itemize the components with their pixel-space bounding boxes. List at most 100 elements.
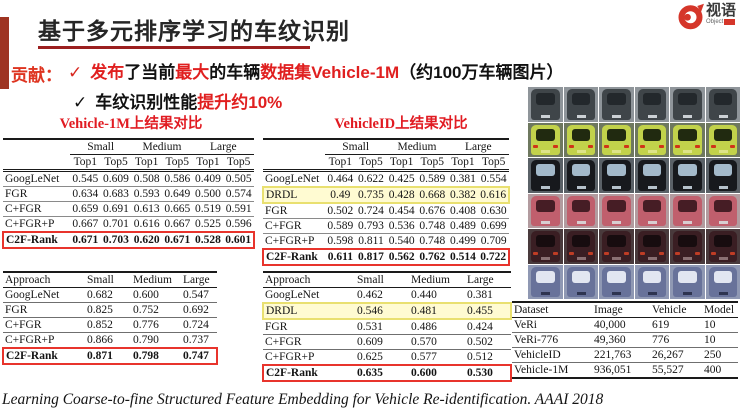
cell-value: 0.668 [416,186,448,204]
cell-value: 0.630 [480,205,507,217]
bullet-dataset: ✓ 发布了当前最大的车辆数据集Vehicle-1M（约100万车辆图片） [68,58,564,88]
car-photo-pink-sedans-front [634,193,669,228]
row-label: C+FGR [5,203,42,215]
table-row: C+FGR+P 0.625 0.577 0.512 [263,350,511,365]
column-header: Top5 [420,156,445,168]
row-label: VehicleID [514,349,561,361]
table-row: C+FGR 0.852 0.776 0.724 [3,318,217,333]
table-header: Small Medium Large Top1 Top5 Top1 Top5 T… [3,139,254,171]
table-row: FGR 0.502 0.724 0.454 0.676 0.408 0.630 [263,203,509,219]
cell-value: 0.798 [131,347,181,365]
column-header: Small [357,274,384,286]
cell-value: 0.464 [327,173,354,185]
cell-value: 0.502 [327,205,354,217]
cell-value: 0.671 [70,231,101,249]
car-photo-dark-red-hatchbacks-rear [563,229,598,264]
column-header: Vehicle [652,304,687,316]
row-label: C2F-Rank [262,248,325,266]
brand-name: 视语 [705,2,736,19]
row-label: C+FGR+P [5,334,55,346]
cell-value: 0.625 [357,351,383,363]
column-header: Top1 [389,156,414,168]
table-row: VeRi 40,000 619 10 [512,318,738,333]
column-header: Top5 [226,156,251,168]
cell-value: 55,527 [652,364,684,376]
column-header: Top1 [196,156,220,168]
table-row: C2F-Rank 0.671 0.703 0.620 0.671 0.528 0.601 [2,231,255,249]
table-row: C+FGR+P 0.598 0.811 0.540 0.748 0.499 0.709 [263,234,509,249]
objecteye-logo-icon [678,3,704,30]
cell-value: 0.703 [100,231,132,249]
cell-value: 776 [652,334,670,346]
cell-value: 0.811 [358,235,384,247]
column-group: Small [325,139,387,155]
cell-value: 0.682 [87,289,113,301]
table-row: C+FGR 0.659 0.691 0.613 0.665 0.519 0.591 [3,202,254,217]
cell-value: 0.665 [164,203,191,215]
cell-value: 0.540 [388,235,415,247]
cell-value: 0.530 [465,364,512,382]
cell-value: 0.735 [355,186,387,204]
row-label: GoogLeNet [265,173,320,185]
table-row: FGR 0.825 0.752 0.692 [3,303,217,318]
column-group: Large [447,139,509,155]
cell-value: 0.536 [388,220,415,232]
column-header: Large [467,274,494,286]
cell-value: 0.586 [164,173,191,185]
row-label: C+FGR+P [5,218,55,230]
row-label: C2F-Rank [2,347,85,365]
column-header: Large [183,274,210,286]
table-row: GoogLeNet 0.682 0.600 0.547 [3,288,217,303]
cell-value: 0.408 [450,205,476,217]
cell-value: 49,360 [594,334,626,346]
car-photo-dark-box-trucks-front [528,158,563,193]
column-group: Small [70,139,132,155]
row-label: GoogLeNet [265,289,320,301]
brand-logo: 视语 Object [677,3,736,30]
car-photo-blue-gray-vans-front [563,264,598,299]
row-label: DRDL [262,186,325,204]
row-label: C2F-Rank [262,364,355,382]
column-header: Top1 [73,156,98,168]
table-row: DRDL 0.546 0.481 0.455 [262,302,512,320]
cell-value: 0.502 [467,336,493,348]
cell-value: 0.577 [411,351,437,363]
car-photo-dark-box-trucks-front [563,158,598,193]
cell-value: 0.409 [195,173,221,185]
row-label: C+FGR+P [265,235,315,247]
row-label: GoogLeNet [5,173,60,185]
car-photo-gray-sedans-front [528,87,563,122]
cell-value: 0.616 [478,186,510,204]
cell-value: 400 [704,364,722,376]
accent-bar [0,17,9,89]
cell-value: 0.692 [183,304,209,316]
cell-value: 0.620 [131,231,162,249]
car-photo-yellow-green-hatchbacks-rear [705,122,740,157]
column-header: Top1 [451,156,475,168]
bullet-text-segment: 了当前 [124,63,176,82]
car-photo-dark-red-hatchbacks-rear [670,229,705,264]
cell-value: 26,267 [652,349,684,361]
car-photo-yellow-green-hatchbacks-rear [528,122,563,157]
column-header: Top5 [359,156,383,168]
row-label: FGR [265,205,288,217]
cell-value: 0.589 [419,173,446,185]
bullet-text-segment: （约100万车辆图片） [399,63,564,82]
cell-value: 0.593 [133,188,160,200]
car-photo-blue-gray-vans-front [599,264,634,299]
cell-value: 0.425 [388,173,415,185]
row-label: DRDL [262,302,355,320]
cell-value: 0.611 [325,248,356,266]
column-header: Image [594,304,623,316]
car-photo-dark-box-trucks-front [634,158,669,193]
cell-value: 0.683 [103,188,129,200]
cell-value: 0.591 [225,203,252,215]
brand-chip [724,19,736,25]
cell-value: 0.817 [355,248,387,266]
table-row: C+FGR 0.589 0.793 0.536 0.748 0.489 0.699 [263,219,509,234]
car-photo-dark-box-trucks-front [670,158,705,193]
cell-value: 0.600 [409,364,465,382]
cell-value: 0.724 [183,319,209,331]
bullet-text-segment: 车纹识别性能 [95,93,198,112]
cell-value: 0.489 [450,220,476,232]
